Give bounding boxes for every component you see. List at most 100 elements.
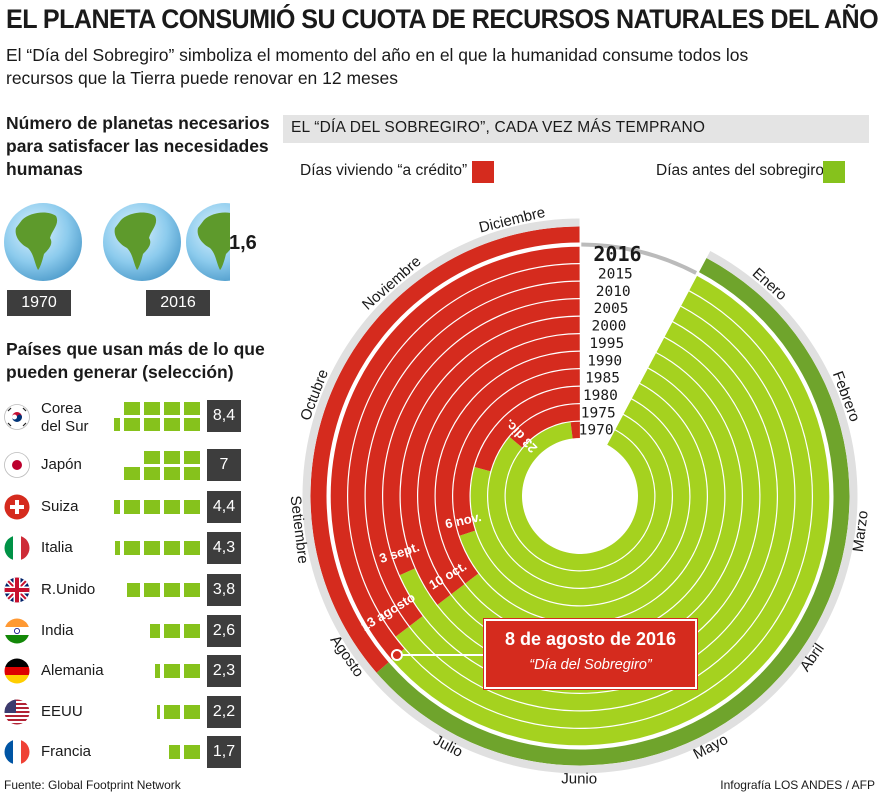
planet-square — [144, 418, 160, 431]
countries-heading-line-1: Países que usan más de lo que — [6, 339, 265, 359]
country-value-usa: 2,2 — [207, 696, 241, 728]
legend-before-swatch — [823, 161, 845, 183]
flag-uk-icon — [4, 577, 30, 603]
year-label-1975: 1975 — [581, 405, 616, 421]
planet-squares — [108, 532, 208, 564]
flag-france-icon — [4, 739, 30, 765]
country-name-line-1: Corea — [41, 400, 82, 417]
planet-square — [144, 500, 160, 514]
country-row-germany: Alemania 2,3 — [4, 655, 244, 687]
planet-squares — [108, 491, 208, 523]
ring-credit-2015 — [348, 264, 580, 637]
chart-title: EL “DÍA DEL SOBREGIRO”, CADA VEZ MÁS TEM… — [291, 119, 706, 136]
planet-square — [164, 451, 180, 464]
planet-square — [164, 467, 180, 480]
ring-credit-2016 — [330, 246, 580, 660]
planet-square — [144, 541, 160, 555]
planet-square — [184, 500, 200, 514]
country-value-italy: 4,3 — [207, 532, 241, 564]
callout-box: 8 de agosto de 2016 “Día del Sobregiro” — [484, 619, 697, 689]
planets-heading-line-2: para satisfacer las necesidades — [6, 136, 269, 156]
globe-icon-1970 — [4, 203, 82, 281]
country-name-korea: Corea del Sur — [41, 400, 89, 436]
ring-credit-2010 — [365, 281, 580, 626]
planet-squares — [108, 400, 208, 432]
planet-square — [113, 500, 120, 514]
planet-square — [124, 402, 140, 415]
planet-square — [168, 745, 180, 759]
callout-date: 8 de agosto de 2016 — [504, 629, 677, 649]
planet-squares — [108, 449, 208, 481]
globes-illustration — [4, 203, 230, 281]
country-name-france: Francia — [41, 743, 92, 760]
planet-squares — [108, 655, 208, 687]
planets-heading: Número de planetas necesarios para satis… — [6, 112, 270, 181]
flag-switzerland-icon — [4, 494, 30, 520]
footer-credit: Infografía LOS ANDES / AFP — [720, 778, 875, 792]
month-ring-before — [376, 258, 850, 766]
year-label-2010: 2010 — [596, 284, 631, 300]
country-value-france: 1,7 — [207, 736, 241, 768]
country-name-germany: Alemania — [41, 662, 104, 679]
planet-squares — [108, 574, 208, 606]
planet-square — [184, 664, 200, 678]
planet-square — [144, 583, 160, 597]
year-label-2000: 2000 — [591, 319, 626, 335]
flag-japan-icon — [4, 452, 30, 478]
globe-icon-2016-a — [103, 203, 181, 281]
country-row-japan: Japón 7 — [4, 449, 244, 481]
planet-square — [124, 418, 140, 431]
planet-square — [150, 624, 160, 638]
planet-squares — [108, 696, 208, 728]
ring-credit-2005 — [383, 299, 580, 576]
country-value-switzerland: 4,4 — [207, 491, 241, 523]
planet-square — [184, 583, 200, 597]
country-value-germany: 2,3 — [207, 655, 241, 687]
ring-2016-marker — [581, 242, 698, 275]
planet-square — [144, 467, 160, 480]
country-row-france: Francia 1,7 — [4, 736, 244, 768]
year-label-1970: 1970 — [7, 290, 71, 316]
planet-square — [113, 418, 120, 431]
planets-value-2016: 1,6 — [229, 232, 257, 254]
countries-heading-line-2: pueden generar (selección) — [6, 362, 234, 382]
planet-square — [155, 664, 160, 678]
year-label-2015: 2015 — [598, 266, 633, 282]
flag-usa-icon — [4, 699, 30, 725]
planet-squares — [108, 615, 208, 647]
planet-square — [156, 705, 160, 719]
ring-credit-1980 — [474, 386, 580, 472]
footer-source: Fuente: Global Footprint Network — [4, 778, 181, 792]
globe-icon-2016-b — [186, 203, 230, 281]
planet-square — [115, 541, 120, 555]
year-label-1995: 1995 — [589, 336, 624, 352]
subtitle: El “Día del Sobregiro” simboliza el mome… — [6, 44, 766, 90]
country-value-japan: 7 — [207, 449, 241, 481]
ring-credit-1995 — [418, 334, 580, 595]
flag-germany-icon — [4, 658, 30, 684]
planet-square — [184, 467, 200, 480]
year-label-1985: 1985 — [585, 371, 620, 387]
country-row-italy: Italia 4,3 — [4, 532, 244, 564]
ring-before-2016 — [391, 275, 830, 746]
callout-label: “Día del Sobregiro” — [529, 657, 652, 673]
month-label-marzo: Marzo — [850, 510, 872, 553]
chart-center — [523, 439, 637, 553]
subtitle-line-1: El “Día del Sobregiro” simboliza el mome… — [6, 45, 749, 65]
planet-square — [124, 541, 140, 555]
planet-square — [164, 583, 180, 597]
planet-square — [164, 624, 180, 638]
planet-square — [164, 664, 180, 678]
ring-credit-1970 — [570, 421, 580, 439]
planet-square — [184, 451, 200, 464]
country-value-uk: 3,8 — [207, 574, 241, 606]
country-name-usa: EEUU — [41, 703, 83, 720]
ring-credit-2000 — [400, 316, 580, 605]
legend-before-label: Días antes del sobregiro — [656, 162, 825, 179]
planet-square — [184, 418, 200, 431]
planet-square — [124, 500, 140, 514]
country-name-line-2: del Sur — [41, 418, 89, 435]
country-row-usa: EEUU 2,2 — [4, 696, 244, 728]
month-ring-credit — [310, 226, 580, 673]
